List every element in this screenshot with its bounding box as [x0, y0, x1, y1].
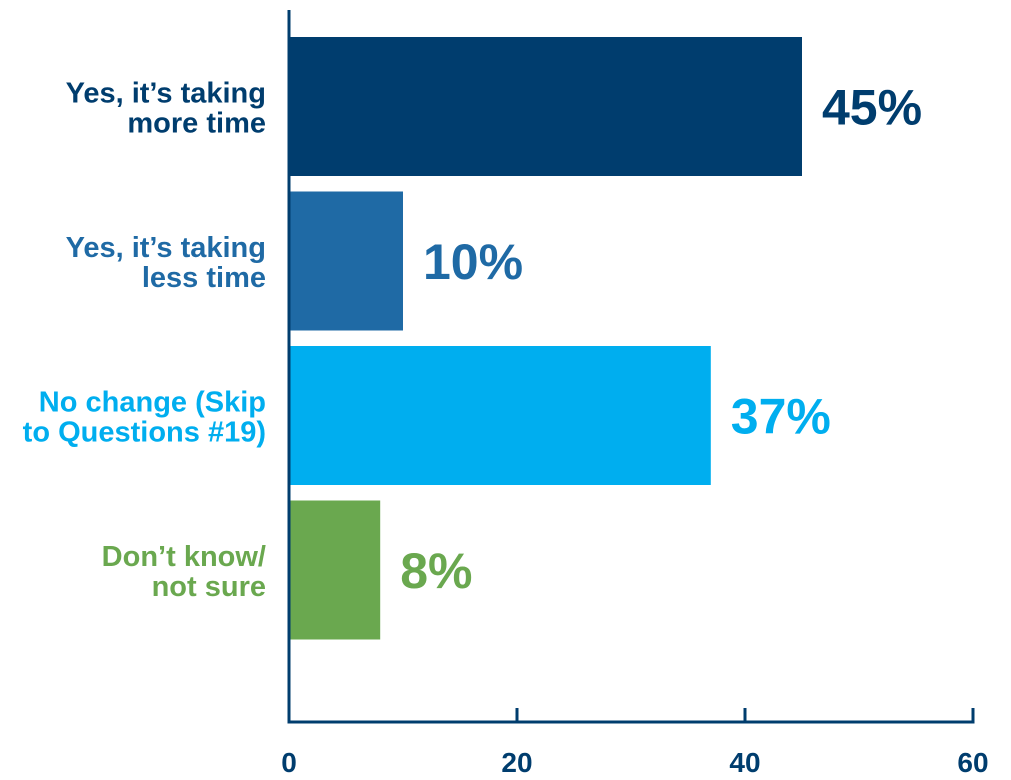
- category-label-line: not sure: [152, 571, 266, 603]
- value-label: 10%: [423, 234, 523, 290]
- category-label: No change (Skip to Questions #19): [23, 387, 266, 449]
- category-label-line: less time: [142, 262, 266, 294]
- x-tick-label: 60: [957, 747, 988, 778]
- chart-bars: [290, 37, 802, 640]
- value-label: 45%: [822, 80, 922, 136]
- x-axis-ticks: 0 20 40 60: [281, 708, 989, 778]
- value-label: 37%: [731, 389, 831, 445]
- category-label-line: more time: [127, 108, 266, 140]
- category-label-line: No change (Skip: [39, 387, 266, 419]
- category-label-line: Yes, it’s taking: [66, 232, 266, 264]
- bar: [290, 37, 802, 176]
- category-label: Yes, it’s taking less time: [66, 232, 266, 294]
- bar: [290, 191, 403, 331]
- chart-axes: [287, 10, 975, 724]
- x-tick-label: 0: [281, 747, 297, 778]
- category-label-line: Yes, it’s taking: [66, 78, 266, 110]
- category-label-line: to Questions #19): [23, 417, 266, 449]
- category-label-line: Don’t know/: [102, 541, 266, 573]
- category-label: Yes, it’s taking more time: [66, 78, 266, 140]
- bar: [290, 500, 381, 640]
- x-tick-label: 40: [729, 747, 760, 778]
- value-labels: 45% 10% 37% 8%: [400, 80, 922, 600]
- value-label: 8%: [400, 543, 472, 599]
- x-tick-label: 20: [501, 747, 532, 778]
- category-label: Don’t know/not sure: [102, 541, 266, 603]
- bar: [290, 346, 711, 485]
